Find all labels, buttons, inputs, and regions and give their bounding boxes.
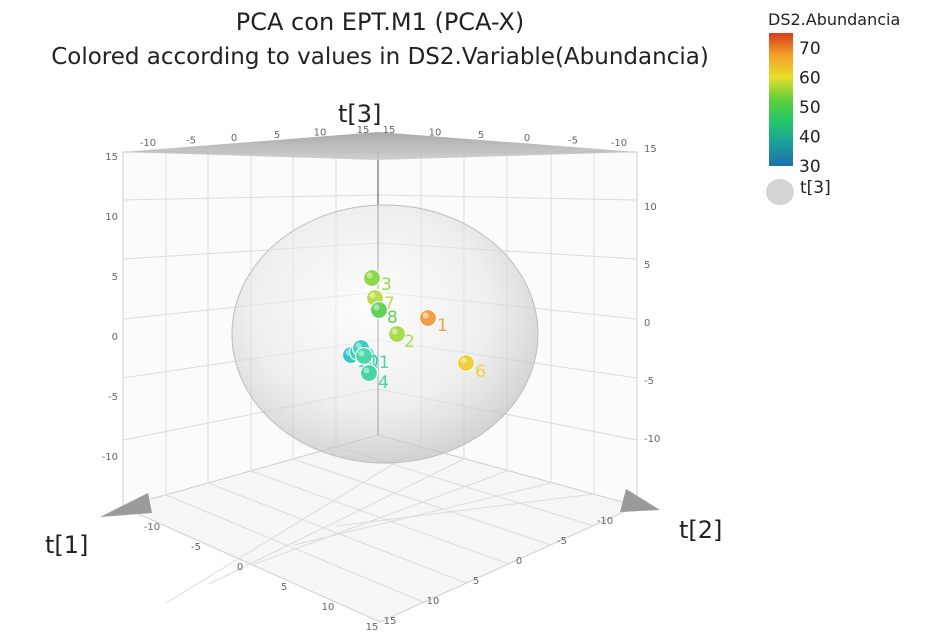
color-scale-tick: 50 [799, 98, 821, 118]
data-point [387, 324, 407, 344]
top-tick-label: -5 [186, 135, 196, 146]
color-scale-ticks: 70 60 50 40 30 [799, 39, 821, 177]
data-point-label: 7 [384, 294, 395, 314]
left-tick-label: 10 [105, 212, 118, 223]
top-tick-label: 10 [314, 128, 327, 139]
data-point-label: 2 [404, 332, 415, 352]
floor-tick-label: 0 [237, 562, 243, 573]
right-tick-label: 10 [644, 202, 657, 213]
color-scale-tick: 60 [799, 68, 821, 88]
ellipse-legend-icon [766, 179, 794, 205]
right-tick-labels: 15 10 5 0 -5 -10 [644, 144, 660, 445]
data-point [354, 346, 374, 366]
floor-tick-label: 0 [516, 556, 522, 567]
floor-tick-label: -10 [597, 516, 613, 527]
left-tick-labels: 15 10 5 0 -5 -10 [102, 152, 118, 463]
data-point [456, 353, 476, 373]
data-point [418, 308, 438, 328]
data-point-label: 4 [378, 373, 389, 393]
data-point-highlight [369, 292, 376, 299]
top-tick-label: -10 [611, 138, 627, 149]
top-tick-label: 15 [357, 125, 370, 136]
data-point-highlight [422, 312, 429, 319]
data-point-label: 3 [381, 275, 392, 295]
left-tick-label: 15 [105, 152, 118, 163]
floor-tick-label: -5 [557, 536, 567, 547]
color-scale-title: DS2.Abundancia [768, 10, 901, 29]
floor-tick-label: 5 [473, 576, 479, 587]
top-tick-label: 0 [524, 133, 530, 144]
top-tick-labels: -10 -5 0 5 10 15 15 10 5 0 -5 -10 [140, 125, 627, 149]
data-point-highlight [358, 350, 365, 357]
data-point [359, 363, 379, 383]
floor-tick-label: 15 [384, 616, 397, 627]
floor-tick-label: -5 [191, 542, 201, 553]
ellipse-legend-label: t[3] [800, 178, 831, 198]
data-point [362, 268, 382, 288]
right-tick-label: 15 [644, 144, 657, 155]
floor-tick-label: 10 [322, 602, 335, 613]
data-point [369, 300, 389, 320]
x-axis-label: t[1] [45, 531, 88, 559]
hotelling-ellipse [231, 204, 539, 464]
top-tick-label: -10 [140, 138, 156, 149]
data-point-label: 6 [475, 362, 486, 382]
plot-top-lid [123, 132, 637, 160]
data-points: 1059114378216 [341, 268, 486, 393]
color-scale-bar [769, 33, 793, 166]
data-point-highlight [373, 304, 380, 311]
y-axis-arrow [620, 489, 660, 512]
color-scale-tick: 70 [799, 39, 821, 59]
color-scale-tick: 40 [799, 127, 821, 147]
floor-tick-label: 10 [427, 596, 440, 607]
top-tick-label: 15 [383, 125, 396, 136]
floor-tick-label: 15 [366, 622, 379, 633]
floor-tick-label: -10 [144, 522, 160, 533]
x-axis-arrow [100, 493, 152, 517]
data-point-highlight [460, 357, 467, 364]
right-tick-label: -5 [644, 376, 654, 387]
z-axis-label: t[3] [338, 100, 381, 128]
top-tick-label: 0 [231, 133, 237, 144]
floor-tick-label: 5 [281, 582, 287, 593]
left-tick-label: 5 [112, 272, 118, 283]
floor-tick-labels: -10 -5 0 5 10 15 -10 -5 0 5 10 15 [144, 516, 613, 633]
right-tick-label: 5 [644, 260, 650, 271]
left-tick-label: -10 [102, 452, 118, 463]
right-tick-label: -10 [644, 434, 660, 445]
left-tick-label: 0 [112, 332, 118, 343]
data-point-label: 1 [437, 316, 448, 336]
color-scale-tick: 30 [799, 157, 821, 177]
left-tick-label: -5 [108, 392, 118, 403]
top-tick-label: 10 [429, 128, 442, 139]
data-point-highlight [363, 367, 370, 374]
chart-subtitle: Colored according to values in DS2.Varia… [51, 44, 709, 70]
y-axis-label: t[2] [679, 516, 722, 544]
data-point-highlight [391, 328, 398, 335]
data-point-highlight [366, 272, 373, 279]
data-point-highlight [355, 342, 362, 349]
top-tick-label: -5 [568, 135, 578, 146]
top-tick-label: 5 [274, 130, 280, 141]
top-tick-label: 5 [478, 130, 484, 141]
right-tick-label: 0 [644, 318, 650, 329]
chart-title: PCA con EPT.M1 (PCA-X) [235, 8, 525, 36]
data-point-label: 8 [387, 308, 398, 328]
